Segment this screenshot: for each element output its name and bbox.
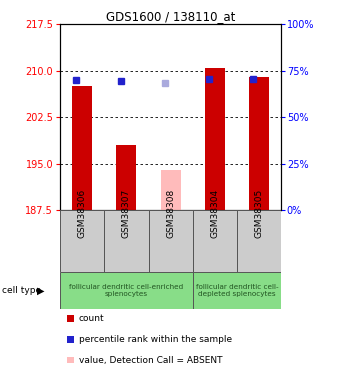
Bar — [60, 210, 104, 272]
Text: GSM38306: GSM38306 — [78, 189, 87, 238]
Text: cell type: cell type — [2, 286, 41, 295]
Text: ▶: ▶ — [37, 286, 44, 296]
Bar — [72, 86, 92, 210]
Text: GSM38304: GSM38304 — [210, 189, 220, 238]
Bar — [161, 170, 181, 210]
Bar — [104, 210, 149, 272]
Text: GSM38308: GSM38308 — [166, 189, 175, 238]
Bar — [60, 272, 193, 309]
Text: value, Detection Call = ABSENT: value, Detection Call = ABSENT — [79, 356, 222, 364]
Bar — [237, 210, 281, 272]
Bar — [193, 210, 237, 272]
Text: follicular dendritic cell-
depleted splenocytes: follicular dendritic cell- depleted sple… — [196, 284, 278, 297]
Bar — [205, 68, 225, 210]
Text: follicular dendritic cell-enriched
splenocytes: follicular dendritic cell-enriched splen… — [69, 284, 184, 297]
Text: percentile rank within the sample: percentile rank within the sample — [79, 335, 232, 344]
Title: GDS1600 / 138110_at: GDS1600 / 138110_at — [106, 10, 235, 23]
Bar — [149, 210, 193, 272]
Text: count: count — [79, 314, 104, 323]
Bar — [193, 272, 281, 309]
Bar — [249, 77, 269, 210]
Text: GSM38307: GSM38307 — [122, 189, 131, 238]
Bar — [116, 145, 137, 210]
Text: GSM38305: GSM38305 — [255, 189, 264, 238]
